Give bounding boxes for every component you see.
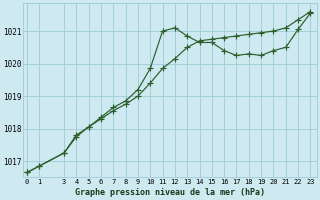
X-axis label: Graphe pression niveau de la mer (hPa): Graphe pression niveau de la mer (hPa)	[75, 188, 265, 197]
